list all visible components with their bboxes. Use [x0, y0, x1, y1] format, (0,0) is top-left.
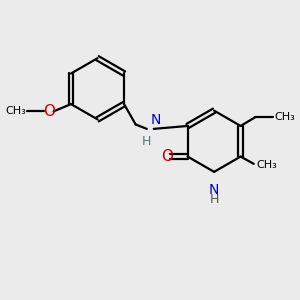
Text: O: O — [43, 104, 55, 119]
Text: CH₃: CH₃ — [274, 112, 295, 122]
Text: H: H — [142, 135, 152, 148]
Text: H: H — [209, 193, 219, 206]
Text: CH₃: CH₃ — [5, 106, 26, 116]
Text: N: N — [150, 113, 161, 128]
Text: CH₃: CH₃ — [256, 160, 278, 170]
Text: N: N — [209, 183, 219, 197]
Text: O: O — [160, 149, 172, 164]
